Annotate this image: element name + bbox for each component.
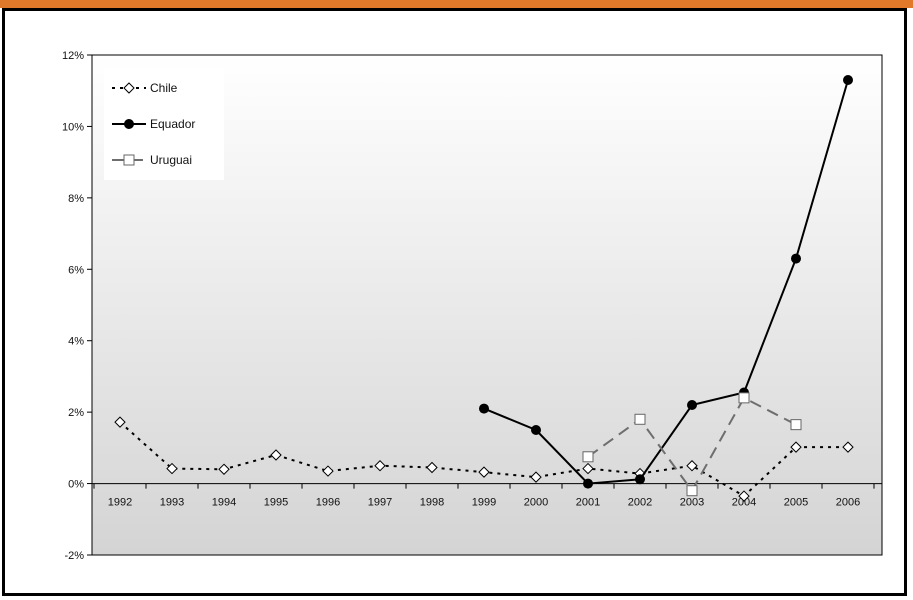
y-axis: 12% 10% 8% 6% 4% 2% 0% -2%	[62, 50, 92, 562]
x-tick-label: 2001	[576, 497, 600, 509]
y-tick-label: 2%	[68, 407, 84, 419]
y-tick-label: 12%	[62, 50, 84, 62]
chile-point	[374, 460, 386, 472]
uruguai-point	[790, 419, 802, 431]
x-tick-label: 1998	[420, 497, 444, 509]
uruguai-point	[582, 451, 594, 463]
y-tick-label: 8%	[68, 193, 84, 205]
x-tick-label: 1994	[212, 497, 236, 509]
chile-point	[790, 441, 802, 453]
chile-point	[166, 462, 178, 475]
y-tick-label: -2%	[64, 550, 84, 562]
series-layer	[114, 75, 854, 502]
equador-point	[791, 253, 801, 264]
equador-point	[843, 75, 853, 85]
chile-point	[842, 441, 854, 453]
x-tick-label: 1993	[160, 497, 184, 509]
uruguai-point	[634, 413, 646, 425]
x-tick-label: 1997	[368, 497, 392, 509]
chile-point	[426, 461, 438, 474]
chile-point	[478, 466, 490, 478]
top-accent-bar	[0, 0, 913, 8]
x-tick-label: 2002	[628, 497, 652, 509]
uruguai-point	[686, 485, 698, 497]
chile-point	[123, 82, 135, 94]
x-tick-label: 1995	[264, 497, 288, 509]
series-uruguai	[582, 392, 802, 497]
x-tick-label: 2006	[836, 497, 860, 509]
chile-point	[322, 465, 334, 477]
equador-point	[479, 403, 489, 414]
y-tick-label: 10%	[62, 121, 84, 133]
x-axis: 1992 1993 1994 1995 1996 1997 1998 1999 2000 2001…	[92, 483, 882, 509]
x-tick-label: 1996	[316, 497, 340, 509]
chile-point	[114, 416, 126, 428]
uruguai-point	[123, 154, 135, 166]
chile-point	[270, 449, 282, 461]
chile-point	[686, 460, 698, 472]
x-tick-label: 2000	[524, 497, 548, 509]
y-tick-label: 4%	[68, 336, 84, 348]
chile-point	[738, 490, 750, 502]
legend-label: Chile	[150, 81, 178, 95]
legend-label: Equador	[150, 117, 195, 131]
uruguai-point	[738, 392, 750, 404]
y-tick-label: 6%	[68, 264, 84, 276]
chile-point	[530, 471, 542, 483]
x-tick-label: 2003	[680, 497, 704, 509]
x-tick-label: 1992	[108, 497, 132, 509]
equador-point	[583, 478, 593, 489]
chile-point	[582, 462, 594, 475]
y-tick-label: 0%	[68, 479, 84, 491]
x-tick-label: 2005	[784, 497, 808, 509]
line-equador	[483, 79, 849, 485]
x-tick-label: 2004	[732, 497, 756, 509]
legend-label: Uruguai	[150, 153, 192, 167]
chile-point	[218, 463, 230, 475]
equador-point	[531, 425, 541, 435]
equador-point	[635, 474, 645, 485]
legend: Chile Equador Uruguai	[104, 68, 224, 180]
x-tick-label: 1999	[472, 497, 496, 509]
equador-point	[124, 119, 134, 129]
equador-point	[687, 400, 697, 410]
